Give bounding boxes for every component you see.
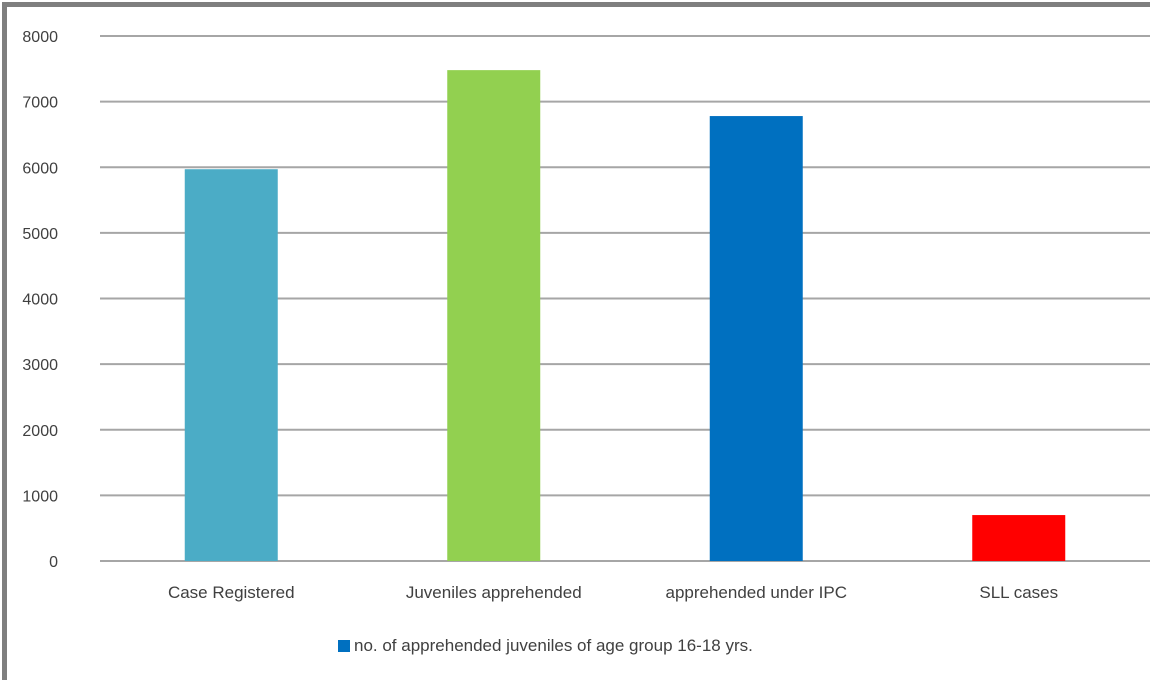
y-tick-label: 6000 [22, 160, 58, 177]
bar [447, 70, 541, 561]
y-tick-label: 3000 [22, 357, 58, 374]
y-tick-label: 4000 [22, 292, 58, 309]
x-axis-labels: Case Registered Juveniles apprehended appr… [168, 583, 1058, 602]
x-tick-label: Juveniles apprehended [406, 583, 582, 602]
y-axis-ticks: 0 1000 2000 3000 4000 5000 6000 7000 8000 [22, 29, 58, 571]
x-tick-label: Case Registered [168, 583, 295, 602]
legend: no. of apprehended juveniles of age grou… [338, 636, 753, 656]
bar [184, 169, 278, 561]
y-tick-label: 0 [49, 554, 58, 571]
gridlines [100, 35, 1150, 562]
y-tick-label: 1000 [22, 488, 58, 505]
bars [184, 70, 1066, 561]
bar [972, 515, 1066, 561]
x-tick-label: apprehended under IPC [666, 583, 847, 602]
legend-swatch [338, 640, 350, 652]
x-tick-label: SLL cases [979, 583, 1058, 602]
y-tick-label: 2000 [22, 423, 58, 440]
bar [709, 116, 803, 561]
y-tick-label: 7000 [22, 95, 58, 112]
y-tick-label: 8000 [22, 29, 58, 46]
legend-label: no. of apprehended juveniles of age grou… [354, 636, 753, 655]
y-tick-label: 5000 [22, 226, 58, 243]
